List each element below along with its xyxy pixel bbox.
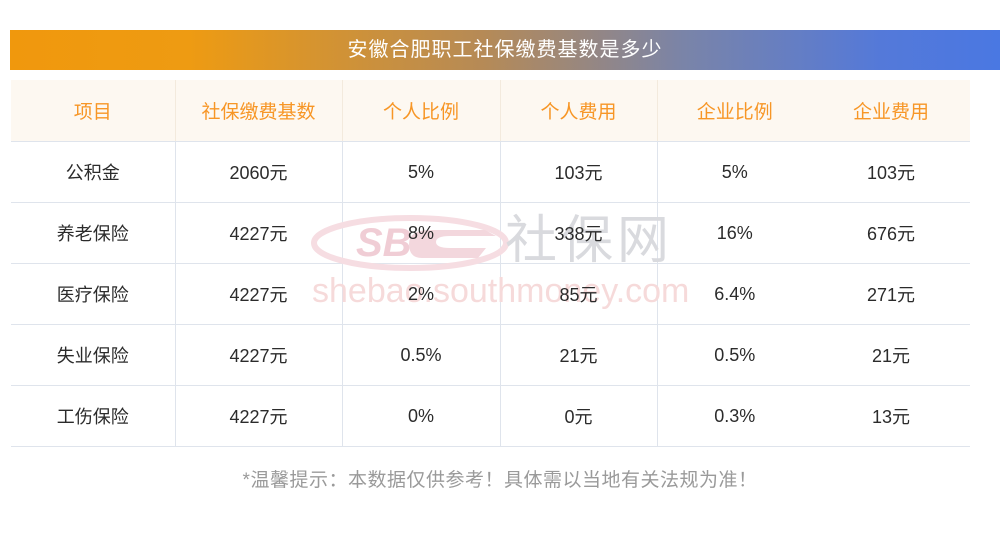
column-header-personal-rate: 个人比例: [342, 80, 501, 142]
cell-base: 4227元: [175, 263, 343, 325]
cell-personal-fee: 103元: [500, 141, 658, 203]
cell-personal-rate: 2%: [342, 263, 501, 325]
column-header-item: 项目: [11, 80, 176, 142]
table-row: 医疗保险 4227元 2% 85元 6.4% 271元: [11, 263, 970, 325]
cell-personal-fee: 0元: [500, 385, 658, 447]
cell-company-rate: 6.4%: [657, 263, 812, 325]
table-header-row: 项目 社保缴费基数 个人比例 个人费用 企业比例 企业费用: [11, 80, 970, 142]
cell-personal-rate: 8%: [342, 202, 501, 264]
cell-company-rate: 16%: [657, 202, 812, 264]
page-title-bar: 安徽合肥职工社保缴费基数是多少: [10, 30, 1000, 70]
cell-company-rate: 5%: [657, 141, 812, 203]
cell-company-fee: 676元: [812, 202, 970, 264]
table-row: 工伤保险 4227元 0% 0元 0.3% 13元: [11, 385, 970, 447]
cell-company-fee: 271元: [812, 263, 970, 325]
fee-table-wrapper: 项目 社保缴费基数 个人比例 个人费用 企业比例 企业费用 公积金 2060元 …: [11, 80, 970, 447]
column-header-company-fee: 企业费用: [812, 80, 970, 142]
cell-base: 4227元: [175, 385, 343, 447]
table-row: 公积金 2060元 5% 103元 5% 103元: [11, 141, 970, 203]
cell-item: 医疗保险: [11, 263, 176, 325]
cell-item: 失业保险: [11, 324, 176, 386]
page-title: 安徽合肥职工社保缴费基数是多少: [347, 39, 663, 61]
cell-company-fee: 103元: [812, 141, 970, 203]
cell-company-fee: 13元: [812, 385, 970, 447]
cell-base: 4227元: [175, 202, 343, 264]
cell-base: 4227元: [175, 324, 343, 386]
column-header-company-rate: 企业比例: [657, 80, 812, 142]
cell-personal-fee: 85元: [500, 263, 658, 325]
cell-item: 养老保险: [11, 202, 176, 264]
column-header-personal-fee: 个人费用: [500, 80, 658, 142]
cell-company-rate: 0.5%: [657, 324, 812, 386]
cell-personal-rate: 0.5%: [342, 324, 501, 386]
cell-item: 公积金: [11, 141, 176, 203]
cell-personal-fee: 21元: [500, 324, 658, 386]
cell-personal-rate: 5%: [342, 141, 501, 203]
column-header-base: 社保缴费基数: [175, 80, 343, 142]
cell-personal-rate: 0%: [342, 385, 501, 447]
fee-table-body: 公积金 2060元 5% 103元 5% 103元 养老保险 4227元 8% …: [11, 141, 970, 447]
table-row: 失业保险 4227元 0.5% 21元 0.5% 21元: [11, 324, 970, 386]
footer-note: *温馨提示：本数据仅供参考！具体需以当地有关法规为准！: [242, 470, 758, 491]
cell-personal-fee: 338元: [500, 202, 658, 264]
table-row: 养老保险 4227元 8% 338元 16% 676元: [11, 202, 970, 264]
cell-company-rate: 0.3%: [657, 385, 812, 447]
cell-item: 工伤保险: [11, 385, 176, 447]
cell-base: 2060元: [175, 141, 343, 203]
fee-table: 项目 社保缴费基数 个人比例 个人费用 企业比例 企业费用 公积金 2060元 …: [11, 80, 970, 447]
fee-table-head: 项目 社保缴费基数 个人比例 个人费用 企业比例 企业费用: [11, 80, 970, 142]
cell-company-fee: 21元: [812, 324, 970, 386]
